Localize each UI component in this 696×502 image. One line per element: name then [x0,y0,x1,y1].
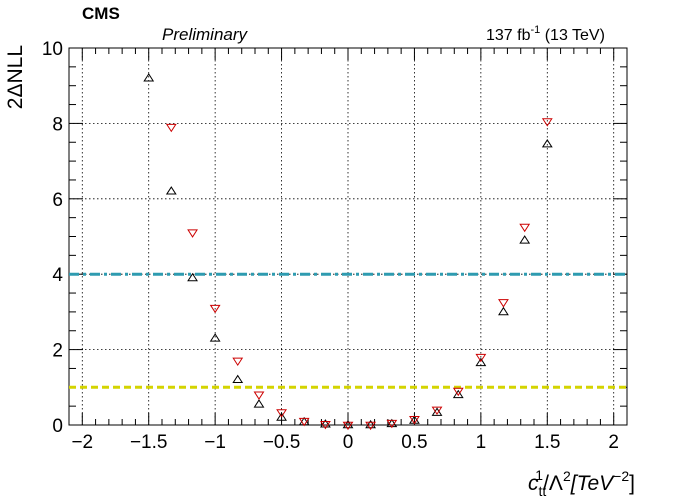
data-point-down-triangle [409,416,420,425]
x-tick-label: −0.5 [263,432,301,453]
data-point-up-triangle [475,357,487,367]
x-title-sup: 1 [535,467,543,483]
data-point-up-triangle [319,419,331,428]
data-point-up-triangle [498,306,509,316]
data-point-down-triangle [209,304,221,314]
data-point-down-triangle [319,420,331,430]
luminosity-label: 137 fb-1 (13 TeV) [486,24,605,44]
y-axis-title: 2ΔNLL [4,45,27,109]
y-tick-label: 0 [52,416,63,437]
x-tick-label: 1.5 [534,432,560,453]
data-point-down-triangle [541,118,553,127]
x-title-unit: [TeV [570,472,615,495]
data-point-down-triangle [253,391,265,400]
x-title-sub: tt [539,483,547,499]
data-point-down-triangle [386,419,398,429]
data-point-up-triangle [365,419,377,429]
x-title-c: c [528,472,539,495]
data-point-up-triangle [452,389,464,399]
x-title-close: ] [629,472,635,495]
x-axis-title: ctt1/Λ2[TeV−2] [528,467,635,499]
data-point-up-triangle [541,139,553,148]
y-tick-label: 8 [52,114,63,135]
lumi-value: 137 fb [486,27,531,44]
data-point-down-triangle [475,353,487,363]
y-tick-label: 10 [42,39,63,60]
x-title-lambda: /Λ [543,472,563,495]
lumi-exponent: -1 [530,24,540,36]
y-tick-label: 2 [52,341,63,362]
preliminary-label: Preliminary [162,25,249,44]
data-point-up-triangle [276,412,287,421]
data-point-up-triangle [253,399,265,408]
data-point-up-triangle [232,374,244,384]
data-point-down-triangle [365,421,377,431]
x-tick-label: 0 [343,432,354,453]
plot-area: −2 −1.5 −1 −0.5 0 0.5 1 1.5 2 0 2 4 6 8 10 [42,39,628,453]
data-point-down-triangle [232,357,244,367]
x-tick-label: 2 [608,432,619,453]
data-point-up-triangle [342,419,354,429]
y-tick-label: 6 [52,190,63,211]
x-tick-label: −1 [204,432,226,453]
data-point-down-triangle [498,299,509,308]
data-point-down-triangle [276,409,287,418]
data-point-up-triangle [209,333,221,342]
data-point-down-triangle [187,229,198,238]
x-tick-label: −1.5 [130,432,168,453]
data-point-up-triangle [519,235,531,244]
data-point-up-triangle [431,407,443,416]
data-point-up-triangle [187,272,198,282]
data-point-down-triangle [165,123,177,133]
data-point-down-triangle [298,417,310,427]
cms-label: CMS [82,4,120,23]
x-tick-label: 0.5 [401,432,427,453]
energy-value: (13 TeV) [540,27,605,44]
data-point-up-triangle [165,186,177,195]
data-point-down-triangle [452,387,464,397]
data-point-down-triangle [519,223,531,233]
y-tick-label: 4 [52,265,63,286]
x-tick-label: −2 [71,432,93,453]
x-title-sup2: 2 [563,468,571,484]
data-point-down-triangle [342,421,354,431]
data-point-down-triangle [431,406,443,416]
data-point-up-triangle [143,73,155,82]
x-title-unit-exp: −2 [613,468,629,484]
x-tick-label: 1 [476,432,487,453]
